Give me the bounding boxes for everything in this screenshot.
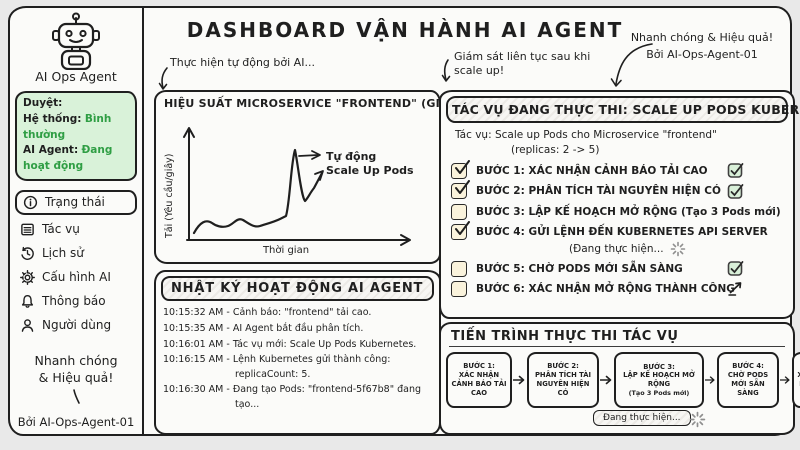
step-label: BƯỚC 4: GỬI LỆNH ĐẾN KUBERNETES API SERV… bbox=[476, 226, 768, 239]
sidebar-item-label: Người dùng bbox=[42, 318, 112, 333]
sidebar-item-trang-thai[interactable]: Trạng thái bbox=[15, 189, 137, 215]
check-icon bbox=[727, 161, 745, 179]
log-entry: 10:16:01 AM - Tác vụ mới: Scale Up Pods … bbox=[163, 338, 417, 350]
step-label: BƯỚC 1: XÁC NHẬN CẢNH BÁO TẢI CAO bbox=[476, 164, 708, 177]
status-row-agent: AI Agent: Đang hoạt động bbox=[23, 144, 113, 172]
task-description: Tác vụ: Scale up Pods cho Microservice "… bbox=[455, 129, 717, 156]
sidebar-item-label: Cấu hình AI bbox=[42, 270, 111, 285]
step-label: BƯỚC 3: LẬP KẾ HOẠCH MỞ RỘNG (Tạo 3 Pods… bbox=[476, 205, 781, 218]
sidebar-item-tac-vu[interactable]: Tác vụ bbox=[17, 220, 135, 239]
flow-step-5: BƯỚC 5: XÁC NHẬN MỞ RỘNG THÀNH CÔNG bbox=[792, 352, 800, 408]
chart-ylabel: Tải (Yêu cầu/giây) bbox=[164, 153, 175, 239]
performance-line-chart: Tự động Scale Up Pods Tải (Yêu cầu/giây)… bbox=[164, 127, 414, 256]
checkbox-checked-icon[interactable] bbox=[451, 159, 470, 179]
status-box-title: Duyệt: bbox=[23, 97, 63, 109]
checkbox-empty-icon[interactable] bbox=[451, 281, 467, 298]
page-title: DASHBOARD VẬN HÀNH AI AGENT bbox=[186, 18, 624, 42]
flow-step-3: BƯỚC 3: LẬP KẾ HOẠCH MỞ RỘNG (Tạo 3 Pods… bbox=[614, 352, 704, 408]
sidebar-item-label: Lịch sử bbox=[42, 246, 84, 261]
chart-annotation: Scale Up Pods bbox=[326, 164, 414, 177]
checkbox-empty-icon[interactable] bbox=[451, 203, 467, 220]
robot-icon bbox=[45, 12, 107, 70]
arrow-right-icon bbox=[600, 375, 612, 385]
task-step-1: BƯỚC 1: XÁC NHẬN CẢNH BÁO TẢI CAO bbox=[451, 159, 785, 181]
check-icon bbox=[727, 182, 745, 200]
checkbox-checked-icon[interactable] bbox=[451, 221, 470, 241]
sidebar: AI Ops Agent Duyệt: Hệ thống: Bình thườn… bbox=[10, 8, 144, 434]
history-icon bbox=[20, 246, 35, 261]
arrow-down-icon bbox=[441, 59, 451, 82]
spinner-icon bbox=[689, 411, 706, 428]
status-value: Đang hoạt động bbox=[23, 144, 113, 172]
arrow-right-icon bbox=[705, 376, 715, 384]
dashboard-canvas: AI Ops Agent Duyệt: Hệ thống: Bình thườn… bbox=[8, 6, 800, 436]
status-box: Duyệt: Hệ thống: Bình thường AI Agent: Đ… bbox=[15, 91, 137, 181]
flow-step-4: BƯỚC 4: CHỜ PODS MỚI SẴN SÀNG bbox=[717, 352, 779, 408]
check-icon bbox=[727, 259, 745, 277]
log-entries: 10:15:32 AM - Cảnh báo: "frontend" tải c… bbox=[156, 305, 439, 412]
sidebar-item-lich-su[interactable]: Lịch sử bbox=[17, 244, 135, 263]
log-panel-title: NHẬT KÝ HOẠT ĐỘNG AI AGENT bbox=[161, 276, 434, 301]
arrow-up-right-icon bbox=[727, 280, 745, 298]
flow-step-1: BƯỚC 1: XÁC NHẬN CẢNH BÁO TẢI CAO bbox=[446, 352, 512, 408]
sidebar-byline: Bởi AI-Ops-Agent-01 bbox=[17, 415, 135, 429]
chart-annotation: Tự động bbox=[326, 150, 376, 163]
arrow-right-icon bbox=[780, 376, 790, 384]
task-panel-title: TÁC VỤ ĐANG THỰC THI: SCALE UP PODS KUBE… bbox=[446, 96, 800, 123]
chart-xlabel: Thời gian bbox=[262, 244, 309, 256]
sidebar-item-thong-bao[interactable]: Thông báo bbox=[17, 292, 135, 311]
progress-panel-title: TIẾN TRÌNH THỰC THI TÁC VỤ bbox=[451, 329, 679, 344]
task-step-6: BƯỚC 6: XÁC NHẬN MỞ RỘNG THÀNH CÔNG bbox=[451, 279, 785, 300]
task-step-4-status: (Đang thực hiện... bbox=[569, 241, 785, 257]
log-entry: 10:16:30 AM - Đang tạo Pods: "frontend-5… bbox=[163, 384, 422, 410]
chart-panel: HIỆU SUẤT MICROSERVICE "FRONTEND" (GIỜ Q… bbox=[154, 90, 486, 264]
task-step-4: BƯỚC 4: GỬI LỆNH ĐẾN KUBERNETES API SERV… bbox=[451, 221, 785, 243]
sidebar-item-label: Tác vụ bbox=[42, 222, 80, 237]
progress-flow: BƯỚC 1: XÁC NHẬN CẢNH BÁO TẢI CAO BƯỚC 2… bbox=[446, 352, 800, 408]
sidebar-item-cau-hinh-ai[interactable]: Cấu hình AI bbox=[17, 268, 135, 287]
list-icon bbox=[20, 222, 35, 237]
step-label: BƯỚC 5: CHỜ PODS MỚI SẴN SÀNG bbox=[476, 262, 683, 275]
current-step-label: Đang thực hiện... bbox=[593, 410, 691, 426]
checkbox-checked-icon[interactable] bbox=[451, 180, 470, 200]
step-label: BƯỚC 6: XÁC NHẬN MỞ RỘNG THÀNH CÔNG bbox=[476, 283, 735, 296]
checkbox-empty-icon[interactable] bbox=[451, 260, 467, 277]
sidebar-item-nguoi-dung[interactable]: Người dùng bbox=[17, 316, 135, 335]
tagline-tick-line bbox=[73, 388, 80, 404]
log-panel: NHẬT KÝ HOẠT ĐỘNG AI AGENT 10:15:32 AM -… bbox=[154, 270, 441, 435]
arrow-down-icon bbox=[158, 67, 168, 90]
sidebar-item-label: Thông báo bbox=[42, 294, 106, 309]
status-value: Bình thường bbox=[23, 112, 112, 141]
sidebar-tagline: Nhanh chóng & Hiệu quả! bbox=[34, 352, 118, 385]
bell-icon bbox=[20, 294, 35, 309]
arrow-right-icon bbox=[513, 375, 525, 385]
annotation-right: Giám sát liên tục sau khi scale up! bbox=[454, 50, 591, 78]
sidebar-menu: Trạng thái Tác vụ Lịch sử Cấu hình AI bbox=[10, 189, 142, 335]
sidebar-item-label: Trạng thái bbox=[45, 195, 105, 210]
task-step-5: BƯỚC 5: CHỜ PODS MỚI SẴN SÀNG bbox=[451, 258, 785, 279]
log-entry: 10:15:32 AM - Cảnh báo: "frontend" tải c… bbox=[163, 307, 372, 318]
divider bbox=[449, 346, 785, 347]
gear-icon bbox=[20, 269, 35, 285]
flow-step-2: BƯỚC 2: PHÂN TÍCH TÀI NGUYÊN HIỆN CÓ bbox=[527, 352, 599, 408]
agent-name: AI Ops Agent bbox=[35, 69, 117, 84]
step-label: BƯỚC 2: PHÂN TÍCH TÀI NGUYÊN HIỆN CÓ bbox=[476, 185, 721, 198]
log-entry: 10:15:35 AM - AI Agent bắt đầu phân tích… bbox=[163, 322, 364, 334]
status-row-system: Hệ thống: Bình thường bbox=[23, 112, 112, 141]
task-step-2: BƯỚC 2: PHÂN TÍCH TÀI NGUYÊN HIỆN CÓ bbox=[451, 180, 785, 202]
info-icon bbox=[23, 195, 38, 210]
user-icon bbox=[20, 318, 35, 333]
curved-arrow-icon bbox=[610, 43, 653, 87]
task-panel: TÁC VỤ ĐANG THỰC THI: SCALE UP PODS KUBE… bbox=[439, 90, 800, 319]
spinner-icon bbox=[670, 242, 685, 257]
annotation-top-right: Nhanh chóng & Hiệu quả! Bởi AI-Ops-Agent… bbox=[630, 31, 774, 61]
annotation-left: Thực hiện tự động bởi AI... bbox=[170, 56, 315, 69]
chart-panel-title: HIỆU SUẤT MICROSERVICE "FRONTEND" (GIỜ Q… bbox=[164, 97, 486, 110]
progress-panel: TIẾN TRÌNH THỰC THI TÁC VỤ BƯỚC 1: XÁC N… bbox=[439, 322, 800, 435]
task-step-3: BƯỚC 3: LẬP KẾ HOẠCH MỞ RỘNG (Tạo 3 Pods… bbox=[451, 201, 785, 222]
log-entry: 10:16:15 AM - Lệnh Kubernetes gửi thành … bbox=[163, 354, 391, 380]
task-steps: BƯỚC 1: XÁC NHẬN CẢNH BÁO TẢI CAO BƯỚC 2… bbox=[451, 159, 785, 300]
